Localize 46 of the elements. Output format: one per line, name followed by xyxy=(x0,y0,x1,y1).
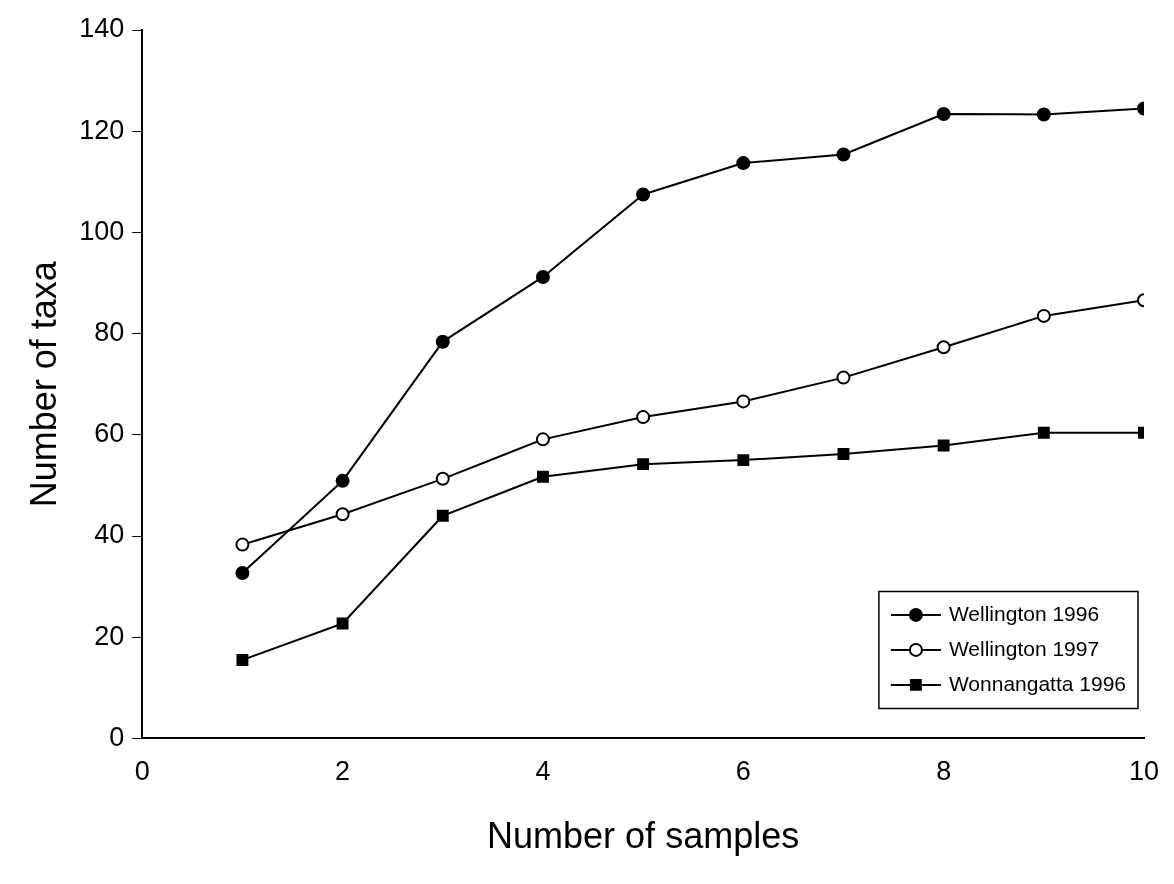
point xyxy=(1036,107,1051,122)
point xyxy=(736,394,751,409)
y-tick-label: 20 xyxy=(94,620,125,651)
x-tick-label: 4 xyxy=(535,756,551,787)
point xyxy=(637,458,650,471)
y-tick-label: 80 xyxy=(94,317,125,348)
point xyxy=(235,537,250,552)
x-tick-label: 2 xyxy=(335,756,351,787)
x-tick-label: 8 xyxy=(936,756,952,787)
x-tick-label: 0 xyxy=(134,756,150,787)
point xyxy=(335,473,350,488)
point xyxy=(837,448,850,460)
y-tick-label: 100 xyxy=(79,215,125,246)
point xyxy=(235,565,250,580)
x-tick-label: 6 xyxy=(735,756,751,787)
legend-label: Wellington 1997 xyxy=(948,636,1100,660)
legend-label: Wellington 1996 xyxy=(948,601,1100,625)
point xyxy=(236,654,249,666)
y-tick-label: 0 xyxy=(109,721,125,752)
point xyxy=(1037,426,1050,439)
point xyxy=(435,471,450,486)
point xyxy=(836,370,851,385)
x-axis-title: Number of samples xyxy=(487,815,800,857)
point xyxy=(736,156,751,171)
point xyxy=(535,432,550,447)
point xyxy=(937,439,950,452)
y-axis-title: Number of taxa xyxy=(22,260,64,508)
point xyxy=(537,470,549,483)
point xyxy=(1036,308,1051,323)
y-tick-label: 140 xyxy=(79,13,125,44)
point xyxy=(737,454,750,467)
point xyxy=(336,617,349,630)
point xyxy=(936,107,951,121)
legend-label: Wonnangatta 1996 xyxy=(948,671,1127,695)
point xyxy=(435,334,450,349)
point xyxy=(335,507,350,522)
y-tick-label: 60 xyxy=(94,418,125,449)
y-tick-label: 120 xyxy=(79,114,125,145)
y-tick-label: 40 xyxy=(94,519,125,550)
point xyxy=(535,269,550,284)
point xyxy=(936,340,951,355)
point xyxy=(836,147,851,162)
point xyxy=(636,410,651,425)
point xyxy=(636,187,651,202)
x-tick-label: 10 xyxy=(1128,756,1160,787)
point xyxy=(436,509,449,522)
